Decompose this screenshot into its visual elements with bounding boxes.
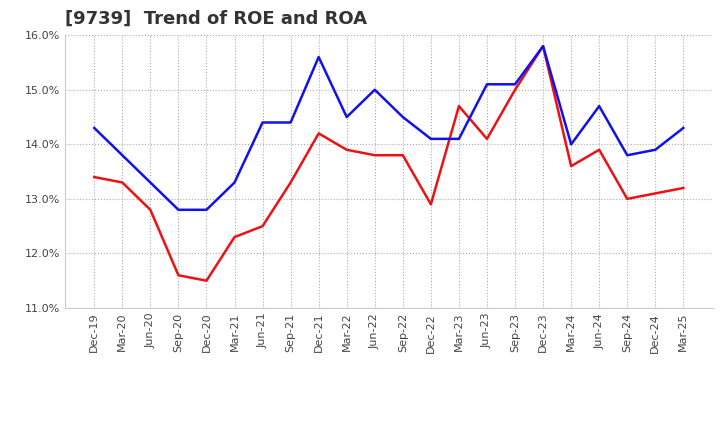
- ROE: [595, 147, 603, 152]
- ROA: [510, 82, 519, 87]
- ROA: [315, 55, 323, 60]
- ROA: [454, 136, 463, 142]
- ROA: [482, 82, 491, 87]
- ROA: [595, 103, 603, 109]
- ROE: [230, 235, 239, 240]
- ROA: [287, 120, 295, 125]
- ROE: [482, 136, 491, 142]
- ROA: [426, 136, 435, 142]
- ROE: [371, 153, 379, 158]
- Text: [9739]  Trend of ROE and ROA: [9739] Trend of ROE and ROA: [65, 10, 366, 28]
- ROE: [118, 180, 127, 185]
- ROE: [343, 147, 351, 152]
- ROE: [202, 278, 211, 283]
- ROA: [623, 153, 631, 158]
- ROA: [90, 125, 99, 131]
- Line: ROA: ROA: [94, 46, 683, 210]
- ROE: [651, 191, 660, 196]
- ROE: [679, 185, 688, 191]
- ROA: [371, 87, 379, 92]
- ROA: [679, 125, 688, 131]
- ROA: [539, 44, 547, 49]
- ROE: [539, 44, 547, 49]
- Line: ROE: ROE: [94, 46, 683, 281]
- ROE: [174, 273, 183, 278]
- ROE: [146, 207, 155, 213]
- ROA: [343, 114, 351, 120]
- ROA: [398, 114, 407, 120]
- ROA: [202, 207, 211, 213]
- ROE: [567, 164, 575, 169]
- ROA: [567, 142, 575, 147]
- ROE: [287, 180, 295, 185]
- ROA: [146, 180, 155, 185]
- ROE: [398, 153, 407, 158]
- ROE: [258, 224, 267, 229]
- ROA: [651, 147, 660, 152]
- ROA: [258, 120, 267, 125]
- ROE: [510, 87, 519, 92]
- ROE: [454, 103, 463, 109]
- ROE: [90, 174, 99, 180]
- ROA: [230, 180, 239, 185]
- ROA: [118, 153, 127, 158]
- ROE: [623, 196, 631, 202]
- ROA: [174, 207, 183, 213]
- ROE: [426, 202, 435, 207]
- ROE: [315, 131, 323, 136]
